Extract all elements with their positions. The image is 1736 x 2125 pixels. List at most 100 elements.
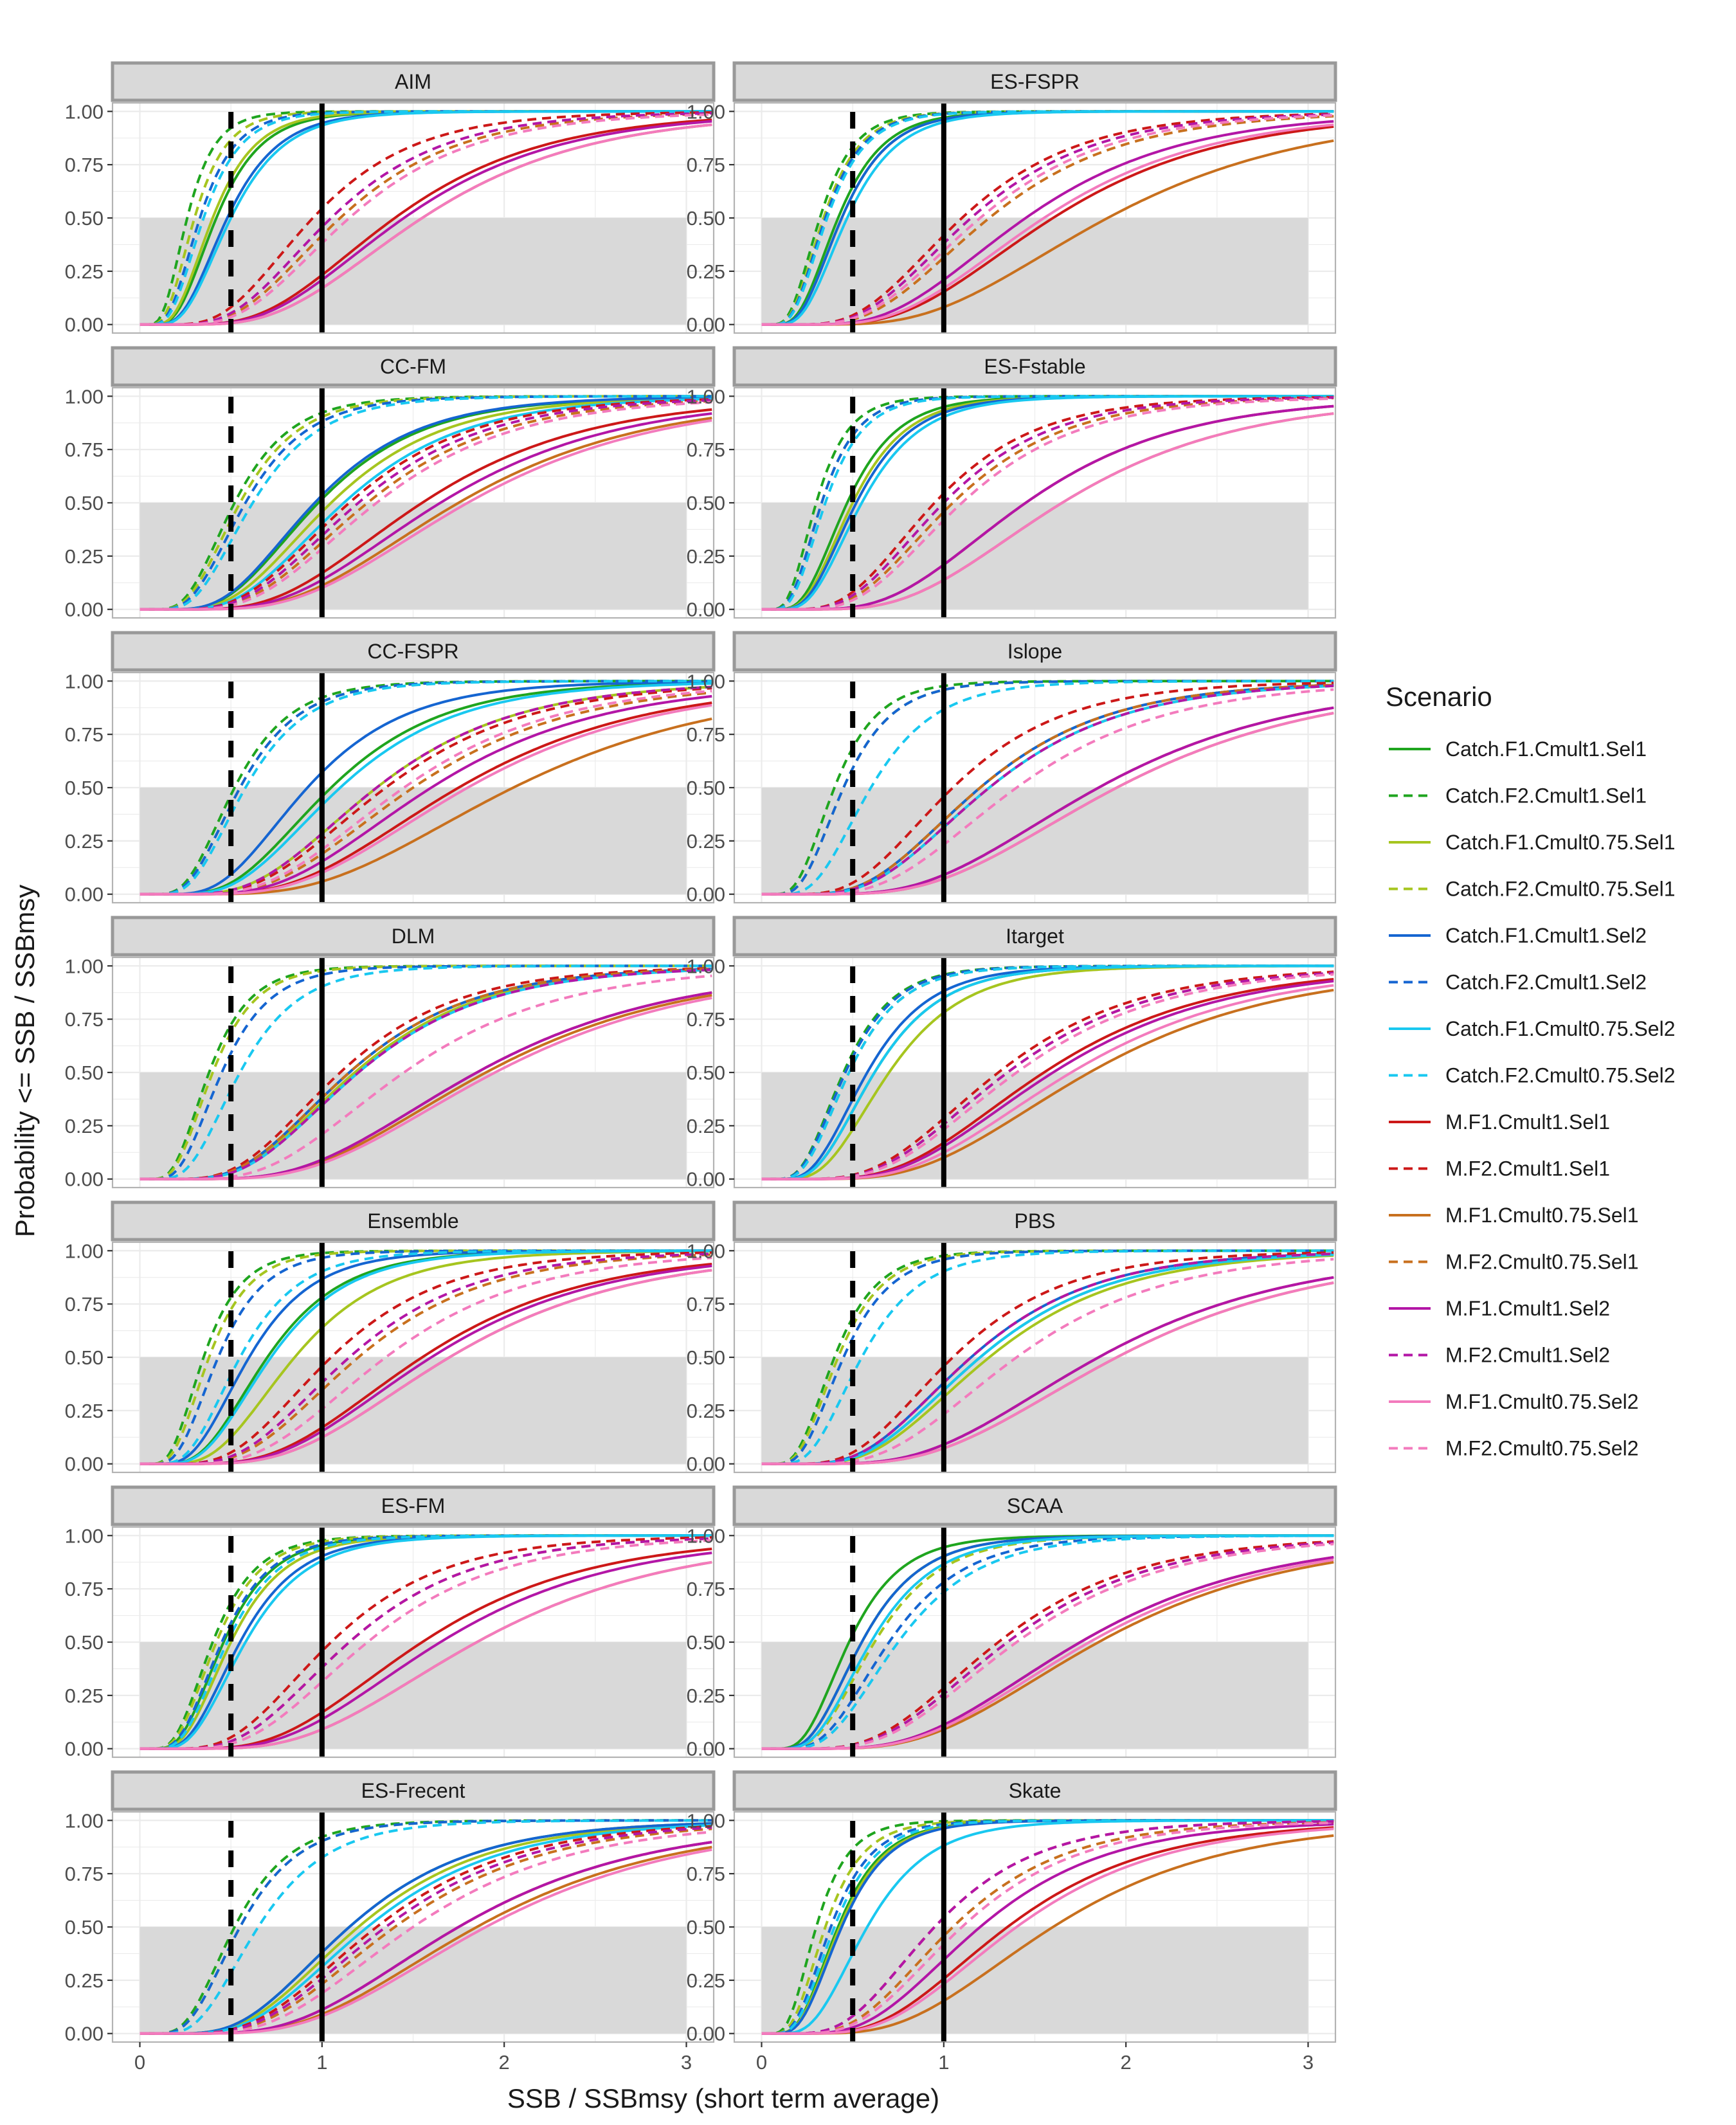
- x-tick-label: 1: [316, 2051, 327, 2074]
- series-line-M.F2.Cmult1.Sel1: [761, 113, 1334, 326]
- series-line-M.F2.Cmult0.75.Sel2: [761, 973, 1334, 1180]
- facet-title: DLM: [392, 925, 435, 948]
- facet-strip: [111, 1770, 716, 1811]
- y-tick-label: 0.75: [687, 1293, 725, 1316]
- legend-label: M.F2.Cmult1.Sel2: [1445, 1344, 1610, 1367]
- y-tick-label: 0.00: [687, 2023, 725, 2045]
- series-lines: [140, 1534, 712, 1750]
- series-line-Catch.F1.Cmult0.75.Sel2: [761, 395, 1334, 611]
- series-line-M.F2.Cmult0.75.Sel2: [761, 397, 1334, 611]
- facet-title: Islope: [1008, 640, 1062, 663]
- series-line-M.F2.Cmult0.75.Sel2: [140, 974, 712, 1180]
- series-line-Catch.F2.Cmult1.Sel2: [761, 1249, 1334, 1465]
- facet-title: PBS: [1014, 1209, 1055, 1233]
- y-tick-label: 0.75: [687, 723, 725, 746]
- y-tick-label: 0.50: [687, 1916, 725, 1939]
- y-tick-label: 0.00: [65, 1738, 104, 1760]
- series-lines: [140, 110, 712, 326]
- series-line-Catch.F2.Cmult0.75.Sel2: [140, 1819, 712, 2035]
- y-tick-label: 0.25: [65, 545, 104, 568]
- y-tick-label: 0.00: [65, 599, 104, 621]
- y-tick-label: 0.25: [65, 1115, 104, 1137]
- series-line-Catch.F2.Cmult0.75.Sel1: [761, 110, 1334, 326]
- series-line-Catch.F2.Cmult0.75.Sel2: [761, 1819, 1334, 2035]
- facet-strip: [732, 346, 1337, 387]
- y-tick-label: 0.25: [65, 260, 104, 283]
- y-tick-label: 0.75: [65, 1293, 104, 1316]
- series-line-M.F2.Cmult1.Sel2: [761, 113, 1334, 326]
- y-tick-label: 0.50: [65, 492, 104, 514]
- y-tick-label: 0.50: [65, 207, 104, 230]
- x-tick-label: 1: [938, 2051, 949, 2074]
- series-line-Catch.F2.Cmult1.Sel1: [140, 1249, 712, 1465]
- facet-strip: [732, 1200, 1337, 1242]
- y-tick-label: 0.50: [687, 1346, 725, 1369]
- facet-strip: [111, 61, 716, 102]
- y-tick-label: 0.00: [65, 1453, 104, 1476]
- series-line-M.F1.Cmult0.75.Sel2: [140, 1560, 712, 1750]
- panel-es-fspr: ES-FSPR 0.00 0.25 0.50 0.75 1.00: [687, 61, 1337, 336]
- y-tick-label: 1.00: [65, 670, 104, 692]
- series-line-M.F2.Cmult1.Sel2: [140, 112, 712, 326]
- y-tick-label: 1.00: [65, 1809, 104, 1832]
- series-line-M.F2.Cmult1.Sel2: [140, 399, 712, 611]
- legend-label: M.F2.Cmult0.75.Sel2: [1445, 1437, 1639, 1460]
- series-line-M.F2.Cmult0.75.Sel1: [761, 114, 1334, 326]
- series-line-Catch.F2.Cmult0.75.Sel1: [761, 1534, 1334, 1750]
- y-tick-label: 0.25: [65, 1969, 104, 1992]
- series-lines: [140, 1249, 712, 1465]
- y-tick-label: 0.00: [65, 883, 104, 906]
- x-tick-label: 0: [134, 2051, 145, 2074]
- series-line-M.F1.Cmult0.75.Sel2: [140, 419, 712, 611]
- series-line-Catch.F2.Cmult0.75.Sel1: [761, 1819, 1334, 2035]
- y-tick-label: 0.00: [65, 2023, 104, 2045]
- y-tick-label: 0.50: [687, 492, 725, 514]
- y-tick-label: 0.00: [65, 314, 104, 336]
- series-line-M.F1.Cmult0.75.Sel2: [140, 123, 712, 326]
- y-tick-label: 1.00: [687, 1524, 725, 1547]
- series-lines: [761, 110, 1334, 326]
- series-line-Catch.F2.Cmult1.Sel2: [140, 1534, 712, 1750]
- panel-dlm: DLM 0.00 0.25 0.50 0.75 1.00: [65, 916, 716, 1191]
- facet-strip: [732, 1770, 1337, 1811]
- legend-label: Catch.F1.Cmult1.Sel2: [1445, 924, 1647, 947]
- series-line-M.F1.Cmult0.75.Sel2: [761, 412, 1334, 611]
- shaded-region: [140, 1072, 687, 1179]
- series-line-M.F2.Cmult0.75.Sel2: [761, 1542, 1334, 1750]
- y-tick-label: 1.00: [65, 1524, 104, 1547]
- y-tick-label: 0.75: [687, 1008, 725, 1031]
- y-tick-label: 0.50: [687, 207, 725, 230]
- series-lines: [761, 395, 1334, 611]
- series-line-Catch.F1.Cmult0.75.Sel2: [761, 1534, 1334, 1750]
- y-tick-label: 1.00: [687, 670, 725, 692]
- series-line-Catch.F2.Cmult0.75.Sel2: [140, 1534, 712, 1750]
- series-line-M.F2.Cmult0.75.Sel2: [761, 1258, 1334, 1465]
- y-tick-label: 0.00: [687, 314, 725, 336]
- series-line-M.F2.Cmult1.Sel2: [761, 684, 1334, 896]
- y-tick-label: 0.75: [65, 1863, 104, 1885]
- series-line-M.F2.Cmult0.75.Sel1: [761, 1821, 1334, 2035]
- panel-islope: Islope 0.00 0.25 0.50 0.75 1.00: [687, 631, 1337, 906]
- series-line-M.F2.Cmult0.75.Sel2: [140, 689, 712, 896]
- y-tick-label: 0.75: [65, 154, 104, 176]
- series-line-M.F2.Cmult0.75.Sel1: [140, 1253, 712, 1465]
- y-tick-label: 0.25: [687, 545, 725, 568]
- shaded-region: [140, 1357, 687, 1464]
- series-lines: [140, 1819, 712, 2035]
- panel-aim: AIM 0.00 0.25 0.50 0.75 1.00: [65, 61, 716, 336]
- y-tick-label: 0.50: [65, 1631, 104, 1654]
- legend-label: Catch.F2.Cmult0.75.Sel2: [1445, 1064, 1676, 1087]
- series-line-Catch.F2.Cmult0.75.Sel2: [140, 1249, 712, 1465]
- shaded-region: [761, 1927, 1308, 2034]
- legend-label: M.F1.Cmult1.Sel2: [1445, 1297, 1610, 1320]
- series-line-M.F2.Cmult1.Sel1: [140, 1536, 712, 1750]
- series-line-Catch.F1.Cmult1.Sel1: [140, 682, 712, 896]
- series-line-Catch.F2.Cmult0.75.Sel2: [140, 964, 712, 1180]
- facet-strip: [111, 346, 716, 387]
- shaded-region: [140, 1927, 687, 2034]
- y-axis-title: Probability <= SSB / SSBmsy: [10, 885, 40, 1238]
- series-line-M.F1.Cmult1.Sel2: [761, 404, 1334, 611]
- panel-es-fstable: ES-Fstable 0.00 0.25 0.50 0.75 1.00: [687, 346, 1337, 621]
- y-tick-label: 0.75: [65, 1578, 104, 1600]
- series-line-M.F2.Cmult1.Sel2: [140, 1826, 712, 2035]
